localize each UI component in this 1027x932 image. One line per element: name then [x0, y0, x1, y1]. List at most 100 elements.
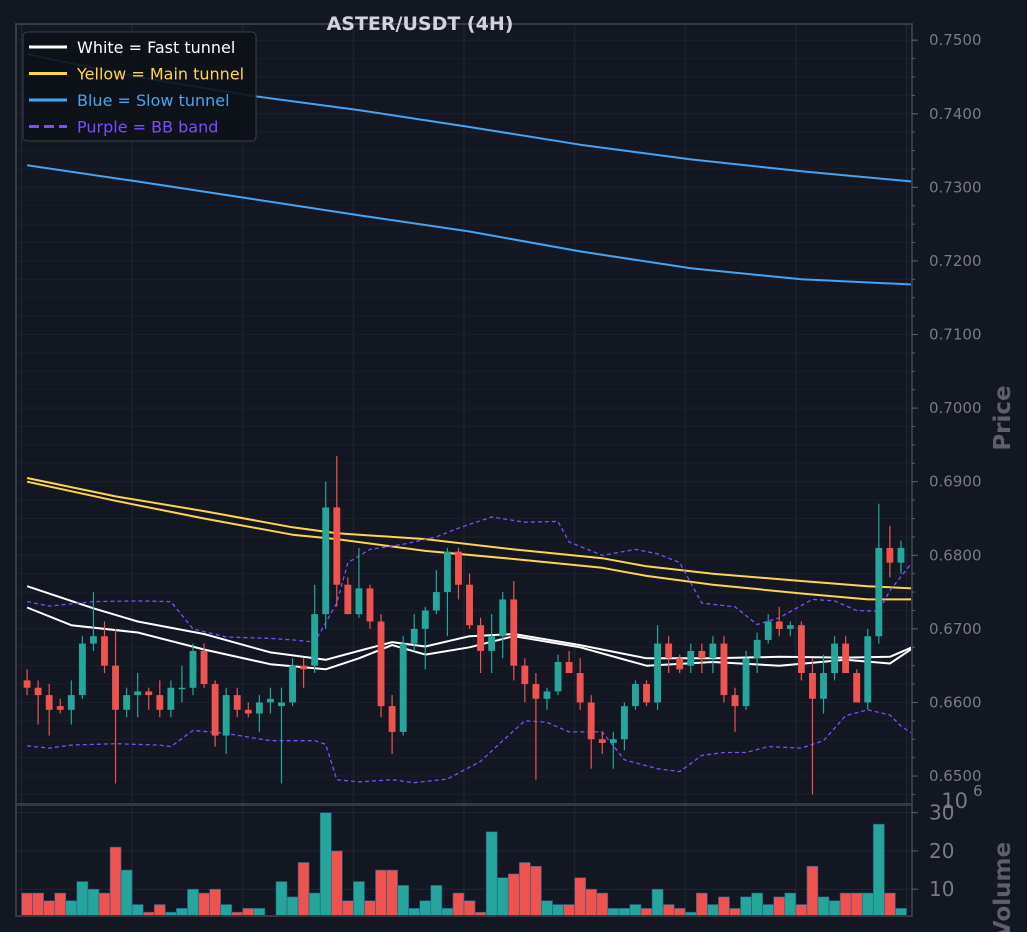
candle-body-up: [222, 695, 230, 736]
volume-bar: [762, 904, 775, 917]
candle-body-up: [167, 687, 175, 710]
candle-body-down: [377, 621, 385, 707]
volume-bar: [895, 908, 907, 917]
candle-body-down: [455, 551, 462, 585]
volume-bar: [773, 896, 786, 917]
candle-body-up: [687, 650, 695, 666]
candle-body-up: [620, 706, 628, 740]
candle-body-down: [23, 680, 31, 688]
candle-body-down: [797, 625, 805, 674]
candle-body-up: [742, 658, 750, 707]
candle-body-up: [355, 588, 363, 615]
legend-label: White = Fast tunnel: [77, 38, 235, 57]
volume-bar: [839, 892, 852, 917]
volume-bar: [286, 896, 299, 917]
candle-body-down: [145, 691, 153, 696]
volume-bar: [452, 892, 465, 917]
price-tick-label: 0.7400: [929, 105, 982, 123]
candle-body-up: [488, 636, 496, 651]
price-axis-title: Price: [990, 385, 1016, 450]
candle-body-up: [189, 650, 197, 688]
volume-bar: [176, 908, 188, 917]
candle-body-down: [886, 547, 894, 563]
grid-lines: [16, 24, 912, 916]
volume-bar: [463, 900, 476, 917]
axis-ticks: 0.6500 0.6600 0.6700 0.6800 0.6900 0.7000 0.71…: [912, 31, 982, 901]
chart-title: ASTER/USDT (4H): [327, 13, 514, 35]
volume-bar: [308, 892, 321, 917]
volume-bar: [220, 904, 233, 917]
candle-body-down: [565, 661, 573, 674]
legend-box: [22, 31, 257, 142]
candle-body-up: [123, 695, 131, 710]
candle-body-down: [521, 665, 529, 685]
volume-tick-label: 20: [929, 839, 954, 863]
volume-bar: [806, 865, 819, 917]
volume-bar: [596, 892, 609, 917]
candle-body-down: [34, 687, 42, 696]
candle-body-up: [410, 628, 418, 644]
volume-bar: [673, 908, 686, 917]
volume-bar: [496, 877, 509, 917]
volume-bar: [364, 900, 376, 917]
volume-bar: [585, 888, 598, 917]
volume-bar: [297, 862, 310, 917]
price-tick-label: 0.6900: [929, 473, 982, 491]
volume-bar: [242, 908, 255, 917]
volume-bar: [795, 904, 808, 917]
volume-bar: [209, 888, 221, 917]
bb-lower-line: [27, 709, 913, 784]
legend-label: Yellow = Main tunnel: [76, 65, 244, 84]
candle-body-up: [654, 643, 662, 703]
volume-bar: [884, 892, 896, 917]
candle-body-up: [421, 610, 429, 629]
volume-bar: [419, 900, 432, 917]
price-tick-label: 0.6800: [929, 546, 982, 564]
candle-body-up: [897, 547, 905, 563]
volume-bar: [563, 904, 575, 917]
volume-multiplier-exponent: 6: [973, 782, 983, 800]
candle-body-up: [443, 551, 451, 593]
candle-body-down: [676, 658, 684, 670]
volume-bar: [430, 885, 443, 917]
volume-bar: [253, 908, 266, 917]
volume-bar: [187, 888, 199, 917]
volume-bar: [519, 862, 531, 917]
candle-body-down: [233, 695, 241, 710]
candle-body-down: [388, 706, 396, 732]
candle-body-down: [587, 702, 595, 740]
volume-bars: [21, 812, 907, 917]
candlesticks: [23, 455, 905, 795]
volume-multiplier-base: 10: [941, 789, 968, 813]
volume-bar: [330, 850, 343, 917]
volume-bar: [375, 869, 387, 917]
volume-panel-frame: [15, 804, 913, 917]
candle-body-up: [709, 643, 717, 659]
candle-body-down: [643, 684, 650, 703]
candle-body-up: [178, 687, 186, 690]
volume-bar: [87, 888, 100, 917]
candle-body-up: [786, 625, 794, 629]
candle-body-down: [665, 643, 673, 659]
volume-bar: [861, 892, 874, 917]
volume-bar: [120, 869, 133, 917]
candle-body-up: [255, 702, 263, 714]
price-tick-label: 0.7200: [929, 252, 982, 270]
volume-bar: [618, 908, 631, 917]
price-tick-label: 0.7000: [929, 399, 982, 417]
price-tick-label: 0.6600: [929, 693, 982, 711]
legend-label: Purple = BB band: [77, 118, 218, 137]
candle-body-down: [300, 665, 308, 670]
volume-bar: [65, 900, 78, 917]
volume-bar: [574, 877, 586, 917]
volume-bar: [275, 881, 288, 917]
candle-body-up: [499, 599, 507, 637]
main-lower-line: [26, 480, 912, 601]
main-upper-line: [26, 477, 913, 590]
volume-bar: [109, 846, 122, 917]
volume-bar: [54, 892, 67, 917]
volume-bar: [651, 888, 664, 917]
volume-bar: [485, 831, 498, 917]
volume-bar: [386, 869, 398, 917]
